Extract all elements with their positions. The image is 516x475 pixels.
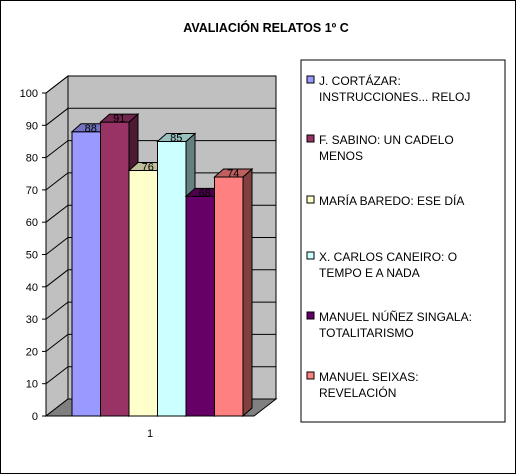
- gridline: [45, 172, 276, 191]
- legend-swatch: [306, 371, 315, 380]
- legend-label: X. CARLOS CANEIRO: O: [319, 250, 457, 264]
- legend-item-2: F. SABINO: UN CADELO MENOS: [306, 133, 454, 163]
- y-tick-label: 70: [26, 185, 38, 197]
- y-tick-label: 80: [26, 153, 38, 165]
- y-tick-label: 10: [26, 379, 38, 391]
- y-tick-label: 50: [26, 250, 38, 262]
- legend-label: MANUEL SEIXAS:: [319, 370, 419, 384]
- y-tick-label: 0: [32, 411, 38, 423]
- x-axis-ticks: 1: [147, 428, 153, 440]
- legend-item-4: X. CARLOS CANEIRO: O TEMPO E A NADA: [306, 250, 457, 280]
- legend-label: J. CORTÁZAR:: [319, 73, 401, 88]
- y-tick-label: 60: [26, 217, 38, 229]
- legend-label: TOTALITARISMO: [319, 326, 414, 340]
- bar-side: [242, 167, 253, 418]
- bars: [70, 112, 254, 418]
- bar-front: [214, 176, 244, 417]
- y-tick-label: 90: [26, 120, 38, 132]
- legend: J. CORTÁZAR: INSTRUCCIONES... RELOJ F. SAB…: [300, 59, 506, 423]
- bar-top: [99, 113, 140, 123]
- legend-swatch: [306, 134, 315, 143]
- y-tick-label: 40: [26, 282, 38, 294]
- legend-swatch: [306, 311, 315, 320]
- legend-label: REVELACIÓN: [319, 385, 396, 400]
- y-tick-label: 30: [26, 314, 38, 326]
- data-label: 76: [142, 162, 154, 174]
- legend-item-6: MANUEL SEIXAS:REVELACIÓN: [306, 370, 419, 400]
- legend-swatch: [306, 195, 315, 204]
- legend-label: MENOS: [319, 149, 363, 163]
- legend-label: TEMPO E A NADA: [319, 266, 420, 280]
- y-axis-ticks: 0 10 20 30 40 50 60 70 80 90 100: [20, 88, 47, 423]
- bar-top: [213, 168, 254, 178]
- data-label: 68: [199, 187, 211, 199]
- bar-front: [157, 140, 187, 417]
- y-tick-label: 100: [20, 88, 38, 100]
- gridline: [45, 75, 276, 94]
- data-label: 88: [85, 123, 97, 135]
- bar-front: [185, 195, 215, 417]
- bar-6: [213, 167, 254, 418]
- data-label: 85: [170, 132, 182, 144]
- legend-swatch: [306, 251, 315, 260]
- legend-item-3: MARÍA BAREDO: ESE DÍA: [306, 193, 464, 208]
- legend-item-5: MANUEL NÚÑEZ SINGALA: TOTALITARISMO: [306, 309, 472, 340]
- x-tick-label: 1: [147, 428, 153, 440]
- chart-title: AVALIACIÓN RELATOS 1º C: [183, 20, 348, 35]
- bar-front: [71, 131, 101, 417]
- legend-item-1: J. CORTÁZAR: INSTRUCCIONES... RELOJ: [306, 73, 470, 104]
- data-label: 91: [113, 113, 125, 125]
- legend-label: F. SABINO: UN CADELO: [319, 133, 454, 147]
- bar-top: [156, 132, 197, 142]
- gridline: [45, 107, 276, 126]
- y-tick-label: 20: [26, 346, 38, 358]
- legend-swatch: [306, 75, 315, 84]
- data-labels: 88 91 76 85 68 74: [85, 113, 240, 199]
- bar-front: [128, 170, 158, 417]
- legend-box: [300, 59, 506, 423]
- legend-label: MANUEL NÚÑEZ SINGALA:: [319, 309, 472, 324]
- legend-label: MARÍA BAREDO: ESE DÍA: [319, 193, 464, 208]
- legend-label: INSTRUCCIONES... RELOJ: [319, 90, 470, 104]
- bar-front: [100, 121, 130, 417]
- gridline: [45, 140, 276, 158]
- data-label: 74: [227, 168, 239, 180]
